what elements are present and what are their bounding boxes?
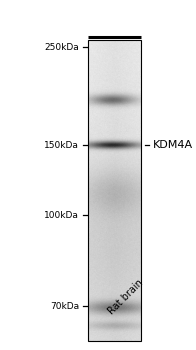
- Bar: [88, 40, 141, 341]
- Text: KDM4A: KDM4A: [152, 140, 193, 150]
- Text: 150kDa: 150kDa: [44, 141, 79, 150]
- Text: 250kDa: 250kDa: [44, 43, 79, 52]
- Text: 70kDa: 70kDa: [50, 302, 79, 311]
- Text: Rat brain: Rat brain: [106, 278, 145, 317]
- Text: 100kDa: 100kDa: [44, 211, 79, 220]
